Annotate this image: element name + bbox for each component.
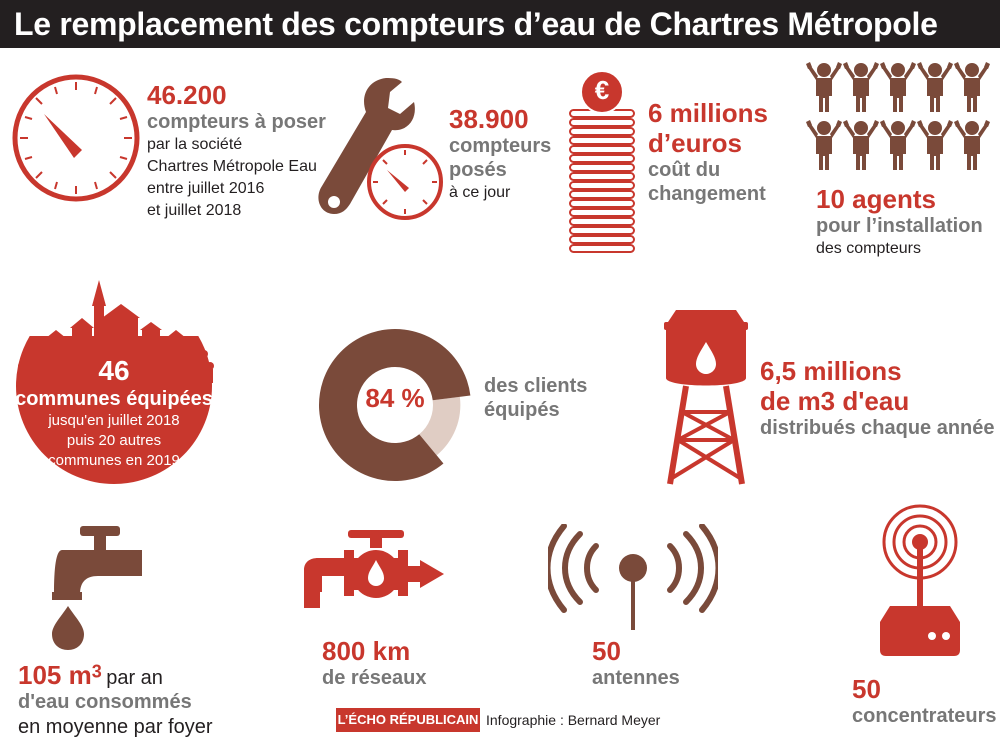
consumption-block: 105 m3 par an d'eau consommés en moyenne…: [18, 660, 213, 740]
coin: [569, 235, 635, 244]
water-volume-block: 6,5 millions de m3 d'eau distribués chaq…: [760, 356, 995, 440]
network-value: 800 km: [322, 636, 411, 666]
agents-detail: des compteurs: [816, 240, 921, 257]
consumption-line-1: 105 m3 par an: [18, 660, 213, 690]
coin: [569, 217, 635, 226]
wrench-icon: [318, 78, 415, 214]
concentrators-label: concentrateurs: [852, 705, 997, 727]
communes-circle: [16, 336, 212, 484]
gauge-icon: [12, 74, 140, 202]
consumption-line-3: en moyenne par foyer: [18, 716, 213, 738]
meters-to-install-detail-1: par la société: [147, 136, 243, 153]
meters-installed-detail: à ce jour: [449, 184, 511, 201]
coin: [569, 136, 635, 145]
meters-to-install-value: 46.200: [147, 80, 227, 110]
meters-installed-block: 38.900 compteurs posés à ce jour: [449, 104, 551, 204]
newspaper-logo: L’ÉCHO RÉPUBLICAIN: [336, 708, 480, 732]
communes-value: 46: [98, 355, 130, 386]
meters-installed-value: 38.900: [449, 104, 529, 134]
meters-to-install-detail-2: Chartres Métropole Eau: [147, 158, 317, 175]
network-label: de réseaux: [322, 667, 427, 689]
communes-block: 46 communes équipées jusqu'en juillet 20…: [14, 355, 214, 471]
donut-segment-remaining: [419, 396, 461, 456]
coin: [569, 145, 635, 154]
coin: [569, 172, 635, 181]
clients-value: 84 %: [365, 383, 425, 413]
coin-top: [580, 70, 624, 114]
credit-text: Infographie : Bernard Meyer: [486, 712, 661, 728]
communes-label: communes équipées: [15, 388, 213, 410]
consumption-line-2: d'eau consommés: [18, 691, 192, 713]
water-volume-value-2: de m3 d'eau: [760, 386, 910, 416]
meters-to-install-label: compteurs à poser: [147, 111, 326, 133]
coin: [569, 208, 635, 217]
antennas-block: 50 antennes: [592, 636, 680, 690]
euro-symbol: €: [594, 75, 610, 105]
cost-label-1: coût du: [648, 159, 721, 181]
clients-label-1: des clients: [484, 375, 588, 397]
agents-grid: [806, 62, 996, 182]
coin: [569, 181, 635, 190]
water-volume-label: distribués chaque année: [760, 417, 995, 439]
cost-value-2: d’euros: [648, 128, 742, 158]
small-gauge-icon: [367, 144, 443, 220]
agents-block: 10 agents pour l’installation des compte…: [816, 184, 983, 260]
consumption-sup: 3: [91, 661, 102, 682]
meters-to-install-detail-4: et juillet 2018: [147, 202, 242, 219]
network-block: 800 km de réseaux: [322, 636, 427, 690]
coin: [569, 127, 635, 136]
coin: [569, 118, 635, 127]
donut-segment-equipped: [318, 329, 471, 481]
antennas-value: 50: [592, 636, 621, 666]
water-tower-icon: [664, 310, 748, 485]
consumption-after: par an: [106, 667, 163, 689]
meters-to-install-detail-3: entre juillet 2016: [147, 180, 265, 197]
coin: [569, 226, 635, 235]
tap-icon: [52, 526, 142, 650]
meters-to-install-block: 46.200 compteurs à poser par la société …: [147, 80, 326, 222]
coin: [569, 199, 635, 208]
cost-block: 6 millions d’euros coût du changement: [648, 98, 768, 206]
pipe-valve-icon: [304, 530, 444, 608]
concentrator-icon: [880, 504, 960, 656]
antennas-label: antennes: [592, 667, 680, 689]
coin: [569, 244, 635, 253]
water-volume-value-1: 6,5 millions: [760, 356, 902, 386]
coin: [569, 154, 635, 163]
coin: [569, 190, 635, 199]
title-bar: [0, 0, 1000, 48]
concentrators-block: 50 concentrateurs: [852, 674, 997, 728]
antenna-icon: [548, 524, 718, 630]
consumption-value: 105 m: [18, 660, 92, 690]
clients-label-2: équipés: [484, 399, 560, 421]
page-title: Le remplacement des compteurs d’eau de C…: [14, 6, 938, 42]
communes-detail-1: jusqu'en juillet 2018: [48, 412, 180, 429]
coin-stack-icon: [569, 70, 635, 253]
cost-label-2: changement: [648, 183, 766, 205]
clients-donut: [318, 329, 471, 481]
communes-detail-3: communes en 2019: [48, 452, 180, 469]
agents-label: pour l’installation: [816, 215, 983, 237]
concentrators-value: 50: [852, 674, 881, 704]
meters-installed-label-2: posés: [449, 159, 507, 181]
clients-block: des clients équipés: [484, 374, 587, 422]
coin: [569, 163, 635, 172]
meters-installed-label-1: compteurs: [449, 135, 552, 157]
agents-value: 10 agents: [816, 184, 936, 214]
communes-detail-2: puis 20 autres: [66, 432, 162, 449]
cost-value-1: 6 millions: [648, 98, 768, 128]
